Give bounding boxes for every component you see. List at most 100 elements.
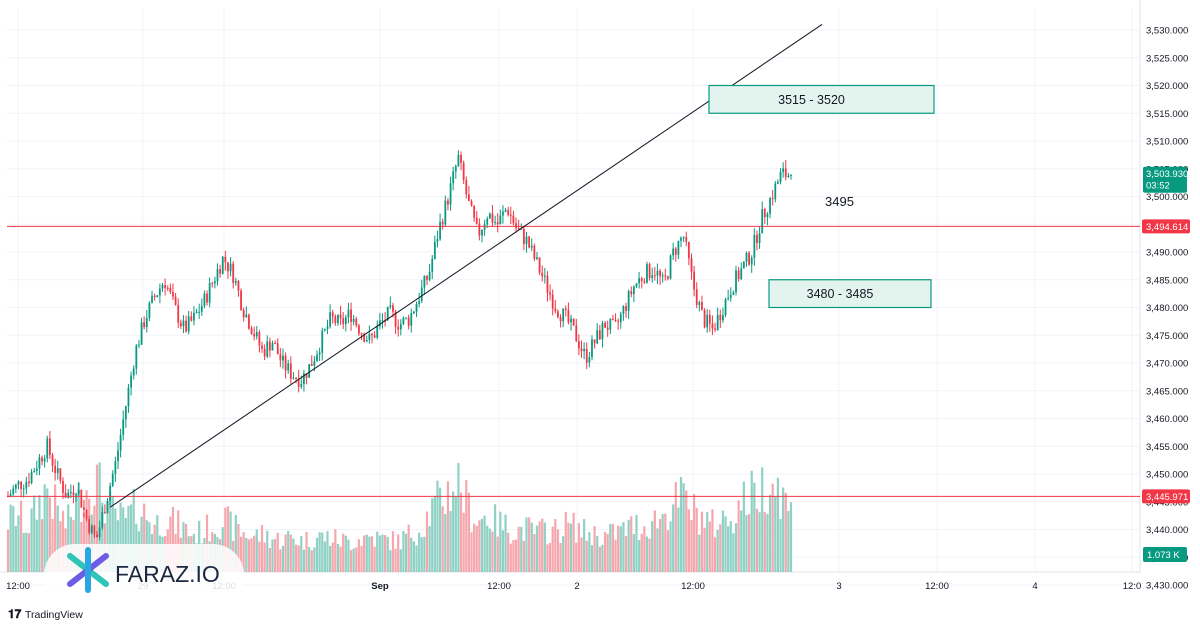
zones[interactable]: 3515 - 3520 3480 - 3485 [708,84,935,309]
volume-bar [619,526,622,572]
candle-body [457,154,460,167]
candle-body [381,319,384,321]
volume-bar [499,511,502,572]
volume-bar [93,505,96,572]
candle-body [735,270,737,293]
candle-body [593,339,596,344]
volume-bar [562,536,565,572]
volume-bar [436,480,439,572]
candle-body [627,291,630,311]
candle-body [546,275,549,293]
volume-bar [533,534,536,572]
candle-body [790,174,792,176]
volume-bar [695,508,698,572]
candle-body [148,302,151,319]
volume-bar [368,536,371,572]
candle-body [156,295,159,298]
faraz-logo-text: FARAZ.IO [115,561,220,587]
candle-body [517,228,520,230]
candle-body [295,377,297,379]
volume-bar [9,504,12,572]
candle-body [350,309,352,322]
trendline[interactable] [109,24,823,508]
candle-body [337,314,339,324]
volume-bar [446,481,450,572]
candle-body [166,287,169,289]
volume-bar [640,533,643,572]
volume-bar [242,532,245,572]
candle-body [54,465,57,473]
candle-body [441,221,444,225]
candle-body [274,343,277,345]
volume-bar [643,526,646,572]
candle-body [609,318,612,330]
candle-body [98,527,101,538]
volume-bar [732,533,735,572]
volume-bar [35,519,38,572]
candle-body [682,237,685,239]
candle-body [397,326,400,330]
volume-bar [381,534,384,572]
candle-body [598,330,601,340]
volume-bar [771,483,774,572]
candle-body [617,320,620,322]
candle-body [622,306,625,314]
candle-body [486,218,489,225]
volume-bar [156,515,159,572]
volume-bar [708,521,711,572]
volume-bar [22,532,25,572]
volume-bar [572,512,575,572]
volume-bar [114,508,117,572]
candle-body [258,332,261,346]
horizontal-lines[interactable] [7,225,1140,497]
candle-body [771,198,774,200]
candle-body [106,500,109,514]
candle-body [200,306,203,312]
candle-body [22,488,25,490]
price-axis[interactable]: 3,530.000 3,525.000 3,520.000 3,515.000 3,51… [1146,26,1188,592]
tradingview-branding: 𝟏𝟕 TradingView [8,607,83,621]
volume-bar [412,541,416,572]
price-tick-label: 3,525.000 [1146,53,1188,64]
candle-body [661,275,664,277]
candle-body [17,481,20,485]
volume-bar [98,462,101,572]
candle-body [522,228,525,245]
candle-body [722,315,724,321]
volume-bar [271,539,274,572]
candle-body [392,305,394,312]
volume-bar [486,525,489,572]
candle-body [185,320,187,332]
volume-bar [522,541,525,572]
candle-body [591,339,593,358]
volume-bar [237,524,240,572]
candle-body [77,489,80,495]
candle-body [221,256,224,274]
volume-bar [517,526,520,572]
candle-body [51,455,54,466]
price-tick-label: 3,485.000 [1146,275,1188,286]
price-tick-label: 3,510.000 [1146,137,1188,148]
volume-bar [535,525,539,572]
candle-body [240,290,242,310]
volume-bar [559,543,562,572]
candle-body [554,308,557,312]
volume-bar [349,550,353,572]
volume-bar [470,532,473,572]
volume-bar [101,502,104,572]
volume-bar [313,547,316,572]
candle-body [447,200,449,205]
candle-body [187,316,190,332]
candle-body [321,330,324,353]
candle-body [305,373,308,378]
candle-body [211,283,214,285]
candle-body [355,318,358,326]
volume-bar [501,530,505,572]
candle-body [570,318,572,323]
volume-bar [253,535,256,572]
volume-bar [449,511,452,572]
volume-bar [360,545,363,572]
volume-bar [247,539,251,572]
